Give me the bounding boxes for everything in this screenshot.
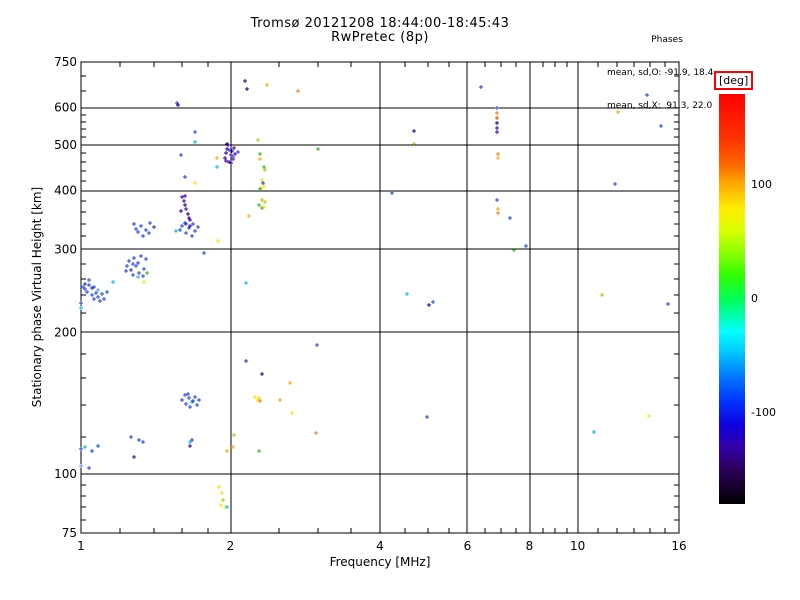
- svg-text:2: 2: [227, 539, 235, 553]
- gridlines: [81, 62, 679, 533]
- svg-text:6: 6: [464, 539, 472, 553]
- x-axis-label: Frequency [MHz]: [329, 555, 431, 569]
- chart-subtitle: RwPretec (8p): [331, 30, 429, 45]
- svg-text:750: 750: [54, 55, 77, 69]
- phase-stats-block: Phases mean, sd,O: -91.9, 18.4 mean, sd,…: [607, 13, 767, 134]
- svg-text:100: 100: [54, 467, 77, 481]
- colorbar-tick-label: 100: [751, 178, 772, 192]
- chart-title: Tromsø 20121208 18:44:00-18:45:43: [250, 16, 510, 31]
- svg-text:10: 10: [570, 539, 585, 553]
- svg-text:200: 200: [54, 325, 77, 339]
- phase-stats-header: Phases: [651, 35, 683, 45]
- svg-text:600: 600: [54, 101, 77, 115]
- phase-stats-line-o: mean, sd,O: -91.9, 18.4: [607, 68, 714, 78]
- phase-stats-line-x: mean, sd,X: 91.3, 22.0: [607, 101, 713, 111]
- colorbar-unit-label: [deg]: [714, 71, 754, 90]
- colorbar-gradient: [719, 94, 745, 504]
- svg-text:75: 75: [62, 526, 77, 540]
- colorbar-tick-label: 0: [751, 292, 758, 305]
- svg-text:400: 400: [54, 184, 77, 198]
- axis-ticks: [81, 62, 679, 533]
- y-tick-labels: 750 600 500 400 300 200 100 75: [54, 55, 77, 540]
- svg-text:500: 500: [54, 138, 77, 152]
- x-tick-labels: 1 2 4 6 8 10 16: [77, 539, 686, 553]
- svg-text:4: 4: [376, 539, 384, 553]
- svg-text:16: 16: [671, 539, 686, 553]
- svg-text:300: 300: [54, 242, 77, 256]
- colorbar-tick-label: -100: [751, 405, 776, 419]
- scatter-points: [79, 79, 670, 509]
- svg-text:8: 8: [526, 539, 534, 553]
- y-axis-label: Stationary phase Virtual Height [km]: [30, 186, 44, 408]
- svg-text:1: 1: [77, 539, 85, 553]
